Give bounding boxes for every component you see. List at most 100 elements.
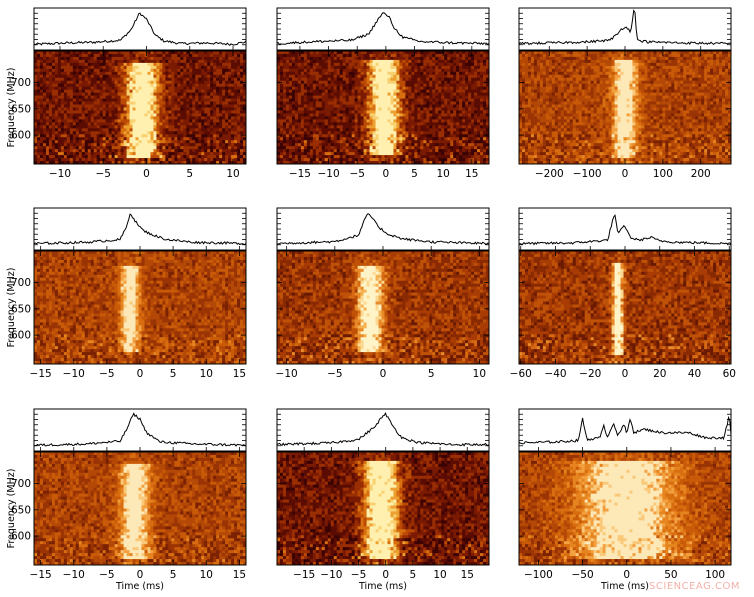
heat-cell — [331, 75, 334, 78]
heat-cell — [55, 54, 58, 57]
heat-cell — [156, 99, 159, 102]
heat-cell — [289, 90, 292, 93]
heat-cell — [379, 69, 382, 72]
heat-cell — [346, 128, 349, 131]
heat-cell — [177, 96, 180, 99]
heat-cell — [477, 75, 480, 78]
heat-cell — [346, 119, 349, 122]
heat-cell — [286, 78, 289, 81]
heat-cell — [133, 90, 136, 93]
heat-cell — [183, 137, 186, 140]
heat-cell — [349, 90, 352, 93]
heat-cell — [177, 66, 180, 69]
heat-cell — [483, 116, 486, 119]
heat-cell — [94, 149, 97, 152]
heat-cell — [106, 134, 109, 137]
heat-cell — [130, 125, 133, 128]
heat-cell — [207, 69, 210, 72]
heat-cell — [150, 54, 153, 57]
heat-cell — [414, 81, 417, 84]
heat-cell — [133, 134, 136, 137]
heat-cell — [429, 116, 432, 119]
heat-cell — [373, 125, 376, 128]
heat-cell — [127, 116, 130, 119]
heat-cell — [52, 122, 55, 125]
heat-cell — [97, 146, 100, 149]
heat-cell — [459, 90, 462, 93]
heat-cell — [159, 128, 162, 131]
heat-cell — [231, 81, 234, 84]
heat-cell — [408, 90, 411, 93]
heat-cell — [447, 105, 450, 108]
heat-cell — [231, 105, 234, 108]
heat-cell — [153, 119, 156, 122]
heat-cell — [186, 81, 189, 84]
heat-cell — [228, 84, 231, 87]
heat-cell — [225, 51, 228, 54]
heat-cell — [121, 96, 124, 99]
heat-cell — [358, 90, 361, 93]
heat-cell — [358, 99, 361, 102]
heat-cell — [304, 63, 307, 66]
heat-cell — [139, 152, 142, 155]
heat-cell — [219, 72, 222, 75]
heat-cell — [364, 63, 367, 66]
heat-cell — [231, 128, 234, 131]
heat-cell — [322, 51, 325, 54]
heat-cell — [216, 113, 219, 116]
heat-cell — [79, 125, 82, 128]
heat-cell — [459, 60, 462, 63]
heat-cell — [174, 140, 177, 143]
heat-cell — [384, 113, 387, 116]
heat-cell — [310, 122, 313, 125]
heat-cell — [313, 105, 316, 108]
heat-cell — [426, 66, 429, 69]
heat-cell — [240, 93, 243, 96]
heat-cell — [474, 84, 477, 87]
heat-cell — [237, 99, 240, 102]
heat-cell — [124, 155, 127, 158]
heat-cell — [399, 63, 402, 66]
heat-cell — [456, 84, 459, 87]
heat-cell — [283, 81, 286, 84]
heat-cell — [444, 60, 447, 63]
heat-cell — [471, 87, 474, 90]
heat-cell — [100, 113, 103, 116]
heat-cell — [168, 81, 171, 84]
heat-cell — [180, 81, 183, 84]
heat-cell — [91, 78, 94, 81]
heat-cell — [325, 57, 328, 60]
heat-cell — [61, 87, 64, 90]
heat-cell — [444, 57, 447, 60]
heat-cell — [52, 96, 55, 99]
heat-cell — [67, 93, 70, 96]
heat-cell — [88, 90, 91, 93]
heat-cell — [468, 99, 471, 102]
heat-cell — [37, 51, 40, 54]
heat-cell — [480, 125, 483, 128]
heat-cell — [289, 110, 292, 113]
heat-cell — [474, 116, 477, 119]
heat-cell — [468, 81, 471, 84]
heat-cell — [408, 54, 411, 57]
heat-cell — [301, 84, 304, 87]
heat-cell — [171, 122, 174, 125]
heat-cell — [192, 96, 195, 99]
heat-cell — [480, 99, 483, 102]
heat-cell — [195, 72, 198, 75]
heat-cell — [55, 75, 58, 78]
heat-cell — [225, 108, 228, 111]
heat-cell — [76, 137, 79, 140]
heat-cell — [216, 102, 219, 105]
heat-cell — [298, 66, 301, 69]
heat-cell — [429, 96, 432, 99]
heat-cell — [384, 75, 387, 78]
heat-cell — [432, 87, 435, 90]
heat-cell — [58, 110, 61, 113]
heat-cell — [106, 149, 109, 152]
heat-cell — [465, 84, 468, 87]
heat-cell — [310, 66, 313, 69]
heat-cell — [88, 72, 91, 75]
heat-cell — [396, 96, 399, 99]
heat-cell — [159, 84, 162, 87]
